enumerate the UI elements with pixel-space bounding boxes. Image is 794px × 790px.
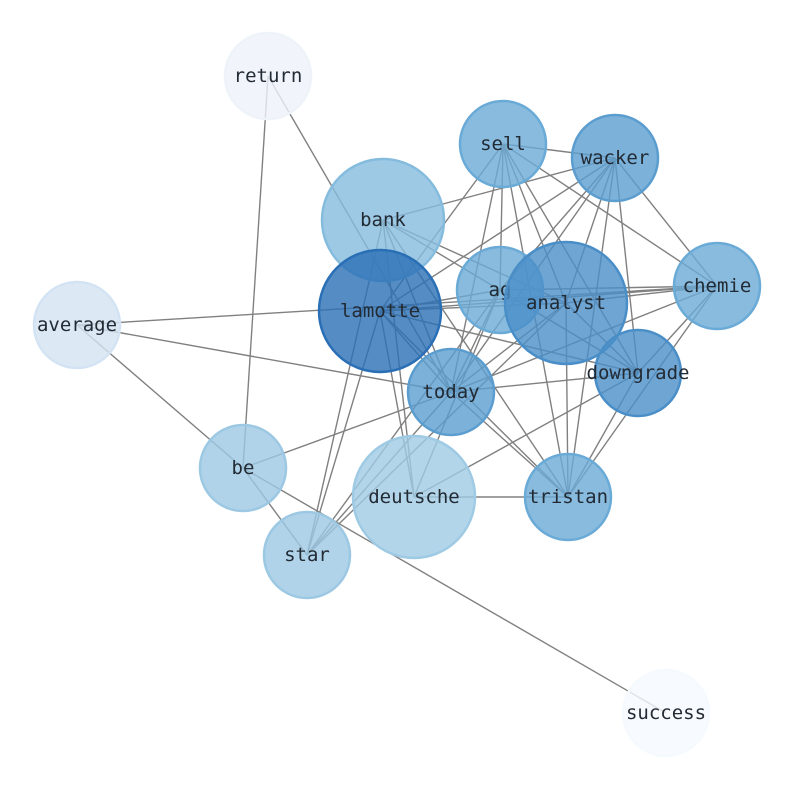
nodes-layer: returnsellwackerbankaganalystchemielamot… [32, 31, 762, 758]
node-circle [223, 31, 313, 121]
node-circle [262, 510, 352, 600]
node-circle [458, 99, 548, 189]
node-label: today [422, 381, 479, 403]
node-label: be [232, 457, 255, 479]
edge-be-success [242, 467, 667, 714]
node-label: downgrade [587, 362, 690, 384]
node-label: success [626, 702, 706, 724]
node-success: success [621, 668, 711, 758]
node-bank: bank [320, 157, 446, 283]
node-circle [406, 347, 496, 437]
node-downgrade: downgrade [587, 328, 690, 418]
node-label: star [284, 544, 330, 566]
node-circle [503, 240, 629, 366]
node-circle [198, 423, 288, 513]
node-lamotte: lamotte [317, 248, 443, 374]
node-chemie: chemie [672, 241, 762, 331]
node-analyst: analyst [503, 240, 629, 366]
node-be: be [198, 423, 288, 513]
node-sell: sell [458, 99, 548, 189]
node-label: tristan [528, 486, 608, 508]
node-label: deutsche [368, 486, 460, 508]
node-wacker: wacker [570, 113, 660, 203]
node-deutsche: deutsche [351, 434, 477, 560]
node-label: sell [480, 133, 526, 155]
node-circle [593, 328, 683, 418]
node-label: lamotte [340, 300, 420, 322]
node-label: wacker [581, 147, 650, 169]
node-average: average [32, 280, 122, 370]
node-circle [351, 434, 477, 560]
node-circle [570, 113, 660, 203]
node-label: bank [360, 209, 406, 231]
edge-star-ag [306, 289, 501, 556]
edge-return-be [242, 75, 269, 469]
node-label: return [234, 65, 303, 87]
node-tristan: tristan [523, 452, 613, 542]
node-star: star [262, 510, 352, 600]
node-label: average [37, 314, 117, 336]
node-label: chemie [683, 275, 752, 297]
node-label: analyst [526, 292, 606, 314]
node-circle [621, 668, 711, 758]
node-circle [317, 248, 443, 374]
node-today: today [406, 347, 496, 437]
node-circle [32, 280, 122, 370]
node-circle [672, 241, 762, 331]
edge-average-today [76, 324, 452, 393]
node-circle [523, 452, 613, 542]
node-return: return [223, 31, 313, 121]
